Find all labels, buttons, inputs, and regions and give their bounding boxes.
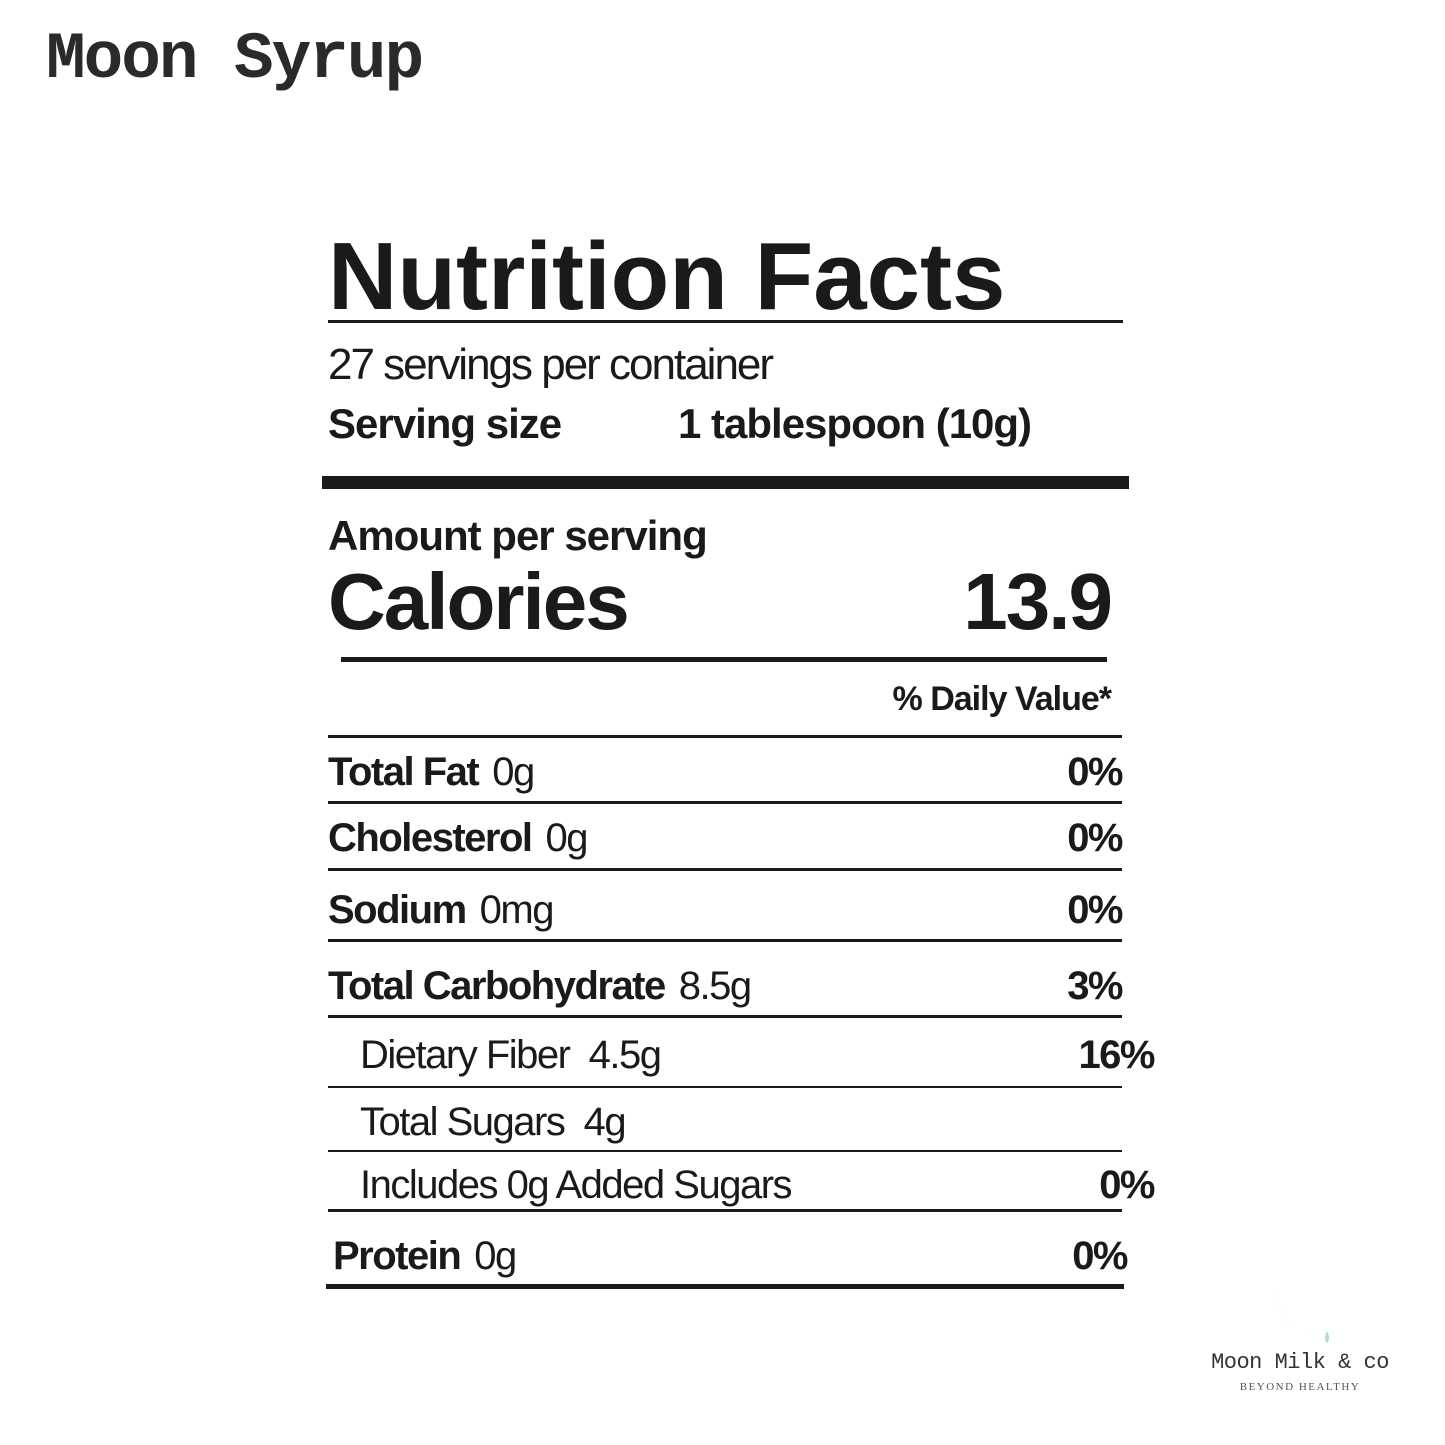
divider xyxy=(328,939,1122,942)
bottom-divider xyxy=(326,1284,1124,1289)
divider xyxy=(328,320,1123,323)
nutrient-name: Protein xyxy=(333,1233,462,1278)
brand-tagline: BEYOND HEALTHY xyxy=(1239,1381,1361,1393)
nutrient-dv: 0% xyxy=(1099,1162,1155,1207)
product-title: Moon Syrup xyxy=(46,22,424,97)
nutrient-amount: Includes 0g Added Sugars xyxy=(360,1162,793,1207)
nutrient-row-total-fat: Total Fat 0g 0% xyxy=(328,742,1123,802)
nutrient-name: Cholesterol xyxy=(328,815,533,860)
serving-size-label: Serving size xyxy=(328,400,562,447)
nutrient-name: Total Carbohydrate xyxy=(328,963,666,1008)
divider xyxy=(328,801,1122,804)
nutrient-amount: 8.5g xyxy=(678,963,752,1008)
brand-name: Moon Milk & co xyxy=(1211,1350,1389,1375)
calories-value: 13.9 xyxy=(963,557,1113,646)
brand-logo: Moon Milk & co BEYOND HEALTHY xyxy=(1200,1265,1400,1393)
nutrient-amount: Dietary Fiber 4.5g xyxy=(360,1032,662,1077)
nutrient-amount: Total Sugars 4g xyxy=(360,1099,627,1144)
nutrient-row-protein: Protein 0g 0% xyxy=(328,1226,1128,1286)
divider xyxy=(328,868,1122,871)
nutrient-name: Total Fat xyxy=(328,749,480,794)
nutrient-amount: 0mg xyxy=(479,887,555,932)
nutrient-dv: 0% xyxy=(1067,887,1123,932)
thick-divider xyxy=(322,476,1129,489)
divider xyxy=(328,1086,1122,1088)
nutrient-row-dietary-fiber: Dietary Fiber 4.5g 16% xyxy=(328,1025,1155,1085)
nutrient-amount: 0g xyxy=(545,815,589,860)
calories-label: Calories xyxy=(328,557,630,646)
nutrient-amount: 0g xyxy=(474,1233,517,1278)
nutrient-dv: 0% xyxy=(1067,815,1123,860)
nutrient-dv: 3% xyxy=(1067,963,1123,1008)
nutrient-row-total-carbohydrate: Total Carbohydrate 8.5g 3% xyxy=(328,956,1123,1016)
nutrient-amount: 0g xyxy=(492,749,535,794)
nutrient-dv: 0% xyxy=(1067,749,1123,794)
divider xyxy=(341,657,1107,662)
nutrient-name: Sodium xyxy=(328,887,467,932)
label-title: Nutrition Facts xyxy=(328,223,1006,330)
amount-per-serving: Amount per serving xyxy=(328,512,708,559)
nutrient-row-total-sugars: Total Sugars 4g xyxy=(328,1092,1154,1152)
divider xyxy=(328,1150,1122,1152)
moon-drop-icon xyxy=(1276,1267,1329,1343)
servings-per-container: 27 servings per container xyxy=(328,340,774,389)
divider xyxy=(328,1209,1122,1212)
nutrient-row-cholesterol: Cholesterol 0g 0% xyxy=(328,808,1123,868)
nutrient-dv: 0% xyxy=(1072,1233,1128,1278)
nutrient-dv: 16% xyxy=(1078,1032,1155,1077)
nutrient-row-added-sugars: Includes 0g Added Sugars 0% xyxy=(328,1155,1155,1215)
nutrient-row-sodium: Sodium 0mg 0% xyxy=(328,880,1123,940)
serving-size-value: 1 tablespoon (10g) xyxy=(678,400,1032,447)
divider xyxy=(328,1015,1122,1018)
daily-value-header: % Daily Value* xyxy=(892,680,1112,718)
divider xyxy=(328,735,1122,738)
